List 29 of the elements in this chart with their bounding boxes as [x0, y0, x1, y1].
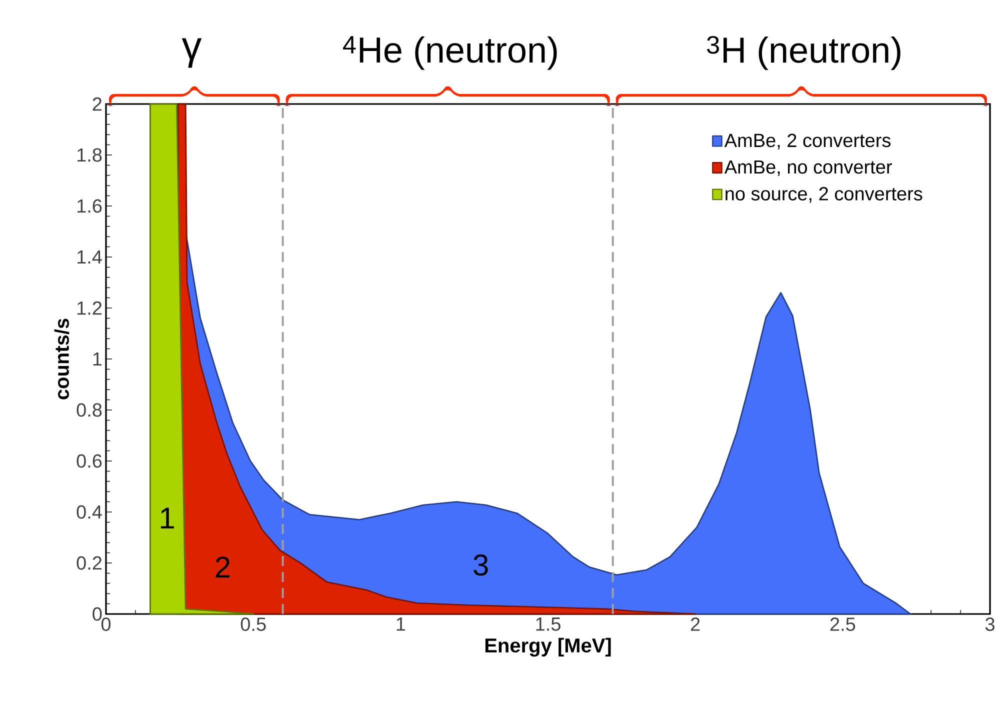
x-tick-label: 1.5	[536, 618, 560, 631]
x-tick-label: 0.5	[240, 618, 266, 631]
y-tick-label: 0.2	[76, 556, 102, 570]
x-tick-label: 3	[985, 618, 994, 631]
legend-label: no source, 2 converters	[726, 187, 922, 203]
x-tick-label: 1	[396, 618, 406, 631]
legend-label: AmBe, no converter	[724, 160, 892, 176]
y-tick-label: 1.2	[78, 301, 102, 315]
y-tick-label: 0	[92, 607, 102, 621]
y-tick-label: 1.6	[78, 199, 102, 213]
annotation: 2	[216, 556, 230, 578]
y-tick-label: 1.8	[78, 148, 102, 162]
text: $^{4}$He (neutron)	[343, 36, 557, 70]
text: $^{3}$H (neutron)	[707, 36, 900, 70]
legend-label: AmBe, 2 converters	[724, 134, 891, 150]
x-tick-label: 2.5	[830, 618, 856, 631]
y-tick-label: 2	[92, 97, 102, 111]
y-axis-title: counts/s	[54, 318, 70, 400]
y-tick-label: 1.4	[78, 250, 102, 264]
y-tick-label: 0.4	[76, 505, 102, 519]
x-tick-label: 0	[101, 618, 111, 631]
x-axis-title: Energy [MeV]	[485, 638, 611, 657]
text: γ	[182, 38, 202, 68]
annotation: 1	[160, 508, 174, 528]
y-tick-label: 1	[93, 352, 102, 366]
x-tick-label: 2	[691, 618, 700, 631]
annotation: 3	[474, 554, 488, 576]
y-tick-label: 0.6	[76, 454, 102, 468]
y-tick-label: 0.8	[76, 403, 102, 417]
